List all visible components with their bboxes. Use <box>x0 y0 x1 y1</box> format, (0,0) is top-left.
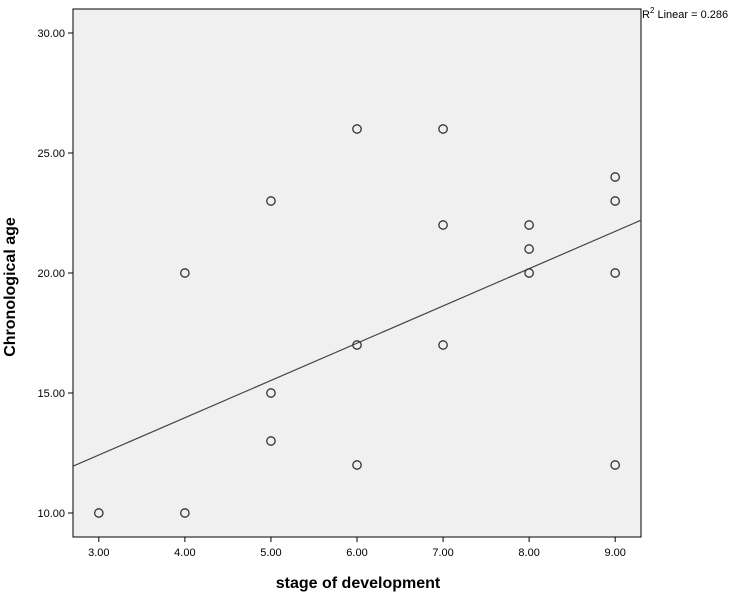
data-point <box>610 172 621 182</box>
x-tick-label: 8.00 <box>518 547 539 559</box>
data-point <box>352 460 362 470</box>
data-point <box>266 388 276 398</box>
data-point <box>93 508 104 518</box>
data-point <box>438 124 448 134</box>
data-points <box>93 124 621 518</box>
data-point <box>610 196 621 206</box>
data-point <box>524 220 534 230</box>
data-point <box>266 436 276 446</box>
data-point <box>180 268 190 278</box>
x-axis: 3.00 4.00 5.00 6.00 7.00 8.00 9.00 <box>88 537 626 559</box>
data-point <box>352 124 362 134</box>
x-axis-title: stage of development <box>276 575 441 592</box>
x-tick-label: 6.00 <box>346 547 367 559</box>
y-tick-label: 15.00 <box>37 388 65 400</box>
y-tick-label: 30.00 <box>37 28 65 40</box>
r2-value: Linear = 0.286 <box>654 9 728 21</box>
y-tick-label: 10.00 <box>37 508 65 520</box>
data-point <box>438 220 448 230</box>
data-point <box>438 340 448 350</box>
x-tick-label: 4.00 <box>174 547 195 559</box>
r2-prefix: R <box>642 9 650 21</box>
data-point <box>524 268 534 278</box>
data-point <box>266 196 276 206</box>
y-tick-label: 25.00 <box>37 148 65 160</box>
y-axis: 10.00 15.00 20.00 25.00 30.00 <box>37 28 73 520</box>
data-point <box>352 340 362 350</box>
data-point <box>180 508 190 518</box>
x-tick-label: 9.00 <box>604 547 625 559</box>
fit-line <box>72 219 642 467</box>
x-tick-label: 5.00 <box>260 547 281 559</box>
plot-area <box>72 8 642 538</box>
y-axis-title: Chronological age <box>2 217 19 357</box>
data-point <box>610 460 621 470</box>
x-tick-label: 3.00 <box>88 547 109 559</box>
r2-label: R2 Linear = 0.286 <box>642 6 728 21</box>
data-point <box>610 268 621 278</box>
r2-superscript: 2 <box>650 6 655 15</box>
data-point <box>524 244 534 254</box>
y-tick-label: 20.00 <box>37 268 65 280</box>
x-tick-label: 7.00 <box>432 547 453 559</box>
